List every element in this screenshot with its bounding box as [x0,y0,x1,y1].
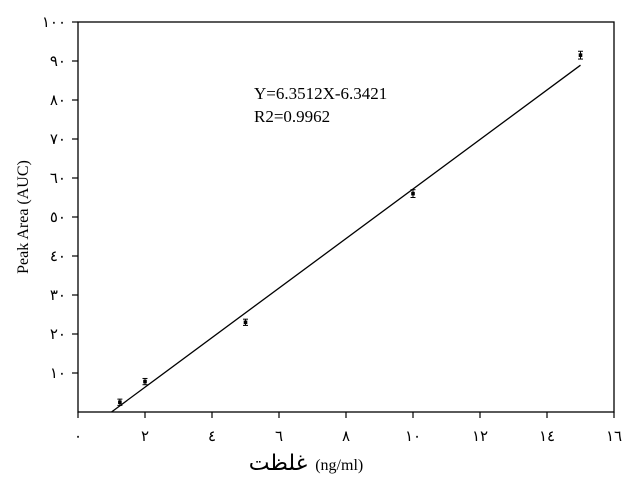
data-points [117,50,583,406]
tick-marks [72,21,615,418]
x-tick-label: ٢ [141,427,149,445]
x-axis-title-main: غلظت [249,451,307,476]
y-tick-label: ٦٠ [50,169,66,187]
x-tick-labels: ٠ ٢ ٤ ٦ ٨ ١٠ ١٢ ١٤ ١٦ [74,427,622,445]
y-tick-label: ١٠٠ [42,13,66,31]
x-tick-label: ١٢ [472,427,488,445]
point-marker [143,379,147,384]
y-tick-label: ٣٠ [50,286,66,304]
equation-text: Y=6.3512X-6.3421 [254,84,387,103]
data-point [243,318,248,326]
x-axis-title-unit: (ng/ml) [315,457,363,474]
data-point [117,398,123,406]
y-tick-label: ١٠ [50,364,66,382]
x-tick-label: ١٠ [405,427,421,445]
data-point [142,377,148,386]
data-point [410,189,416,198]
x-axis-title: غلظت (ng/ml) [249,451,363,476]
x-tick-label: ٨ [342,427,350,445]
point-marker [411,191,415,196]
plot-frame [77,21,615,413]
point-marker [578,53,583,57]
r-squared-text: R2=0.9962 [254,107,330,126]
point-marker [243,320,248,325]
y-tick-label: ٧٠ [50,130,66,148]
regression-line [111,64,581,413]
x-tick-label: ٦ [275,427,283,445]
x-tick-label: ٠ [74,427,82,445]
y-tick-label: ٢٠ [50,325,66,343]
x-tick-label: ٤ [208,427,216,445]
y-axis-title: Peak Area (AUC) [15,160,32,274]
x-tick-label: ١٦ [606,427,622,445]
y-tick-label: ٤٠ [50,247,66,265]
y-tick-label: ٥٠ [50,208,66,226]
y-tick-label: ٩٠ [50,52,66,70]
y-tick-label: ٨٠ [50,91,66,109]
y-tick-labels: ١٠ ٢٠ ٣٠ ٤٠ ٥٠ ٦٠ ٧٠ ٨٠ ٩٠ ١٠٠ [42,13,66,382]
data-point [578,50,583,60]
point-marker [118,400,122,405]
x-tick-label: ١٤ [539,427,555,445]
